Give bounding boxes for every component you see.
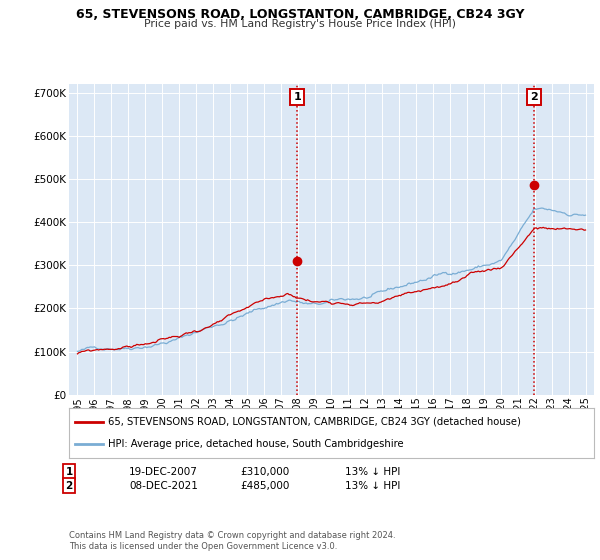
Text: 1: 1 <box>65 466 73 477</box>
Text: 65, STEVENSONS ROAD, LONGSTANTON, CAMBRIDGE, CB24 3GY (detached house): 65, STEVENSONS ROAD, LONGSTANTON, CAMBRI… <box>109 417 521 427</box>
Text: 13% ↓ HPI: 13% ↓ HPI <box>345 480 400 491</box>
Text: 2: 2 <box>65 480 73 491</box>
Text: 13% ↓ HPI: 13% ↓ HPI <box>345 466 400 477</box>
Text: 2: 2 <box>530 92 538 102</box>
Text: HPI: Average price, detached house, South Cambridgeshire: HPI: Average price, detached house, Sout… <box>109 439 404 449</box>
Text: £310,000: £310,000 <box>240 466 289 477</box>
Text: This data is licensed under the Open Government Licence v3.0.: This data is licensed under the Open Gov… <box>69 542 337 550</box>
Text: 1: 1 <box>293 92 301 102</box>
Text: 19-DEC-2007: 19-DEC-2007 <box>129 466 198 477</box>
Text: Price paid vs. HM Land Registry's House Price Index (HPI): Price paid vs. HM Land Registry's House … <box>144 19 456 29</box>
Text: Contains HM Land Registry data © Crown copyright and database right 2024.: Contains HM Land Registry data © Crown c… <box>69 531 395 540</box>
Text: £485,000: £485,000 <box>240 480 289 491</box>
Text: 65, STEVENSONS ROAD, LONGSTANTON, CAMBRIDGE, CB24 3GY: 65, STEVENSONS ROAD, LONGSTANTON, CAMBRI… <box>76 8 524 21</box>
Text: 08-DEC-2021: 08-DEC-2021 <box>129 480 198 491</box>
